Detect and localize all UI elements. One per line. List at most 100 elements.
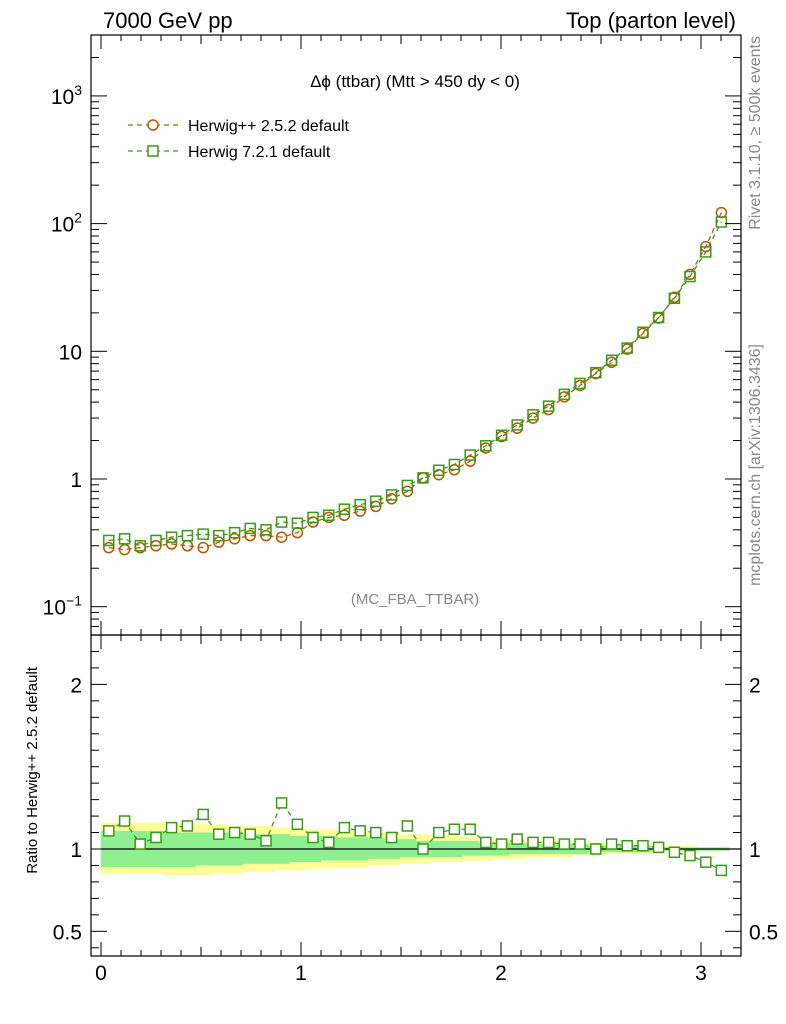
series-1-point — [197, 541, 209, 554]
series-2-point — [715, 216, 728, 228]
series-1-point — [527, 412, 539, 424]
ratio-point — [621, 839, 633, 852]
series-2-point — [574, 377, 586, 390]
ratio-point — [228, 826, 241, 839]
series-2-point — [605, 354, 618, 367]
series-line-2 — [108, 221, 722, 547]
series-2-point — [228, 526, 241, 539]
x-tick-label: 3 — [695, 962, 707, 985]
series-2-point — [103, 534, 115, 547]
series-2-point — [165, 531, 178, 543]
series-1-point — [464, 455, 476, 467]
ratio-point — [323, 836, 335, 849]
y-tick-label: 102 — [51, 210, 82, 237]
ratio-point — [118, 815, 131, 827]
series-2-point — [700, 246, 712, 258]
series-1-point — [260, 529, 272, 542]
ratio-point — [103, 825, 115, 837]
series-1-point — [338, 509, 351, 521]
ratio-point — [715, 864, 728, 877]
series-1-point — [542, 403, 555, 416]
ratio-green-band — [399, 839, 416, 858]
series-2-point — [385, 489, 398, 501]
legend-label: Herwig 7.2.1 default — [188, 144, 331, 161]
series-2-point — [495, 429, 508, 442]
series-1-point — [275, 531, 288, 543]
series-2-point — [558, 388, 571, 401]
series-2-point — [401, 479, 414, 492]
ratio-point — [590, 843, 602, 855]
series-1-point — [213, 536, 225, 548]
ratio-point — [354, 825, 366, 837]
series-2-point — [480, 440, 492, 452]
ratio-plot-frame — [90, 634, 742, 957]
legend: Herwig++ 2.5.2 default Herwig 7.2.1 defau… — [128, 118, 350, 161]
series-2-point — [181, 529, 194, 542]
series-2-point — [354, 498, 366, 511]
ratio-point — [558, 838, 571, 850]
series-2-point — [433, 464, 445, 477]
series-2-point — [260, 524, 272, 536]
series-2-point — [527, 409, 539, 421]
series-2-point — [213, 529, 225, 542]
series-2-point — [275, 516, 288, 528]
ratio-point — [480, 836, 492, 849]
series-2-point — [542, 400, 555, 412]
series-2-point — [684, 270, 696, 283]
ratio-green-band — [462, 840, 479, 856]
ratio-point — [527, 836, 539, 849]
series-2-point — [370, 495, 382, 507]
ratio-y-tick-label-right: 0.5 — [749, 921, 778, 944]
series-2-point — [150, 534, 162, 547]
series-2-point — [637, 326, 649, 338]
x-tick-label: 0 — [95, 962, 107, 985]
y-tick-label: 1 — [70, 469, 82, 492]
series-2-point — [511, 419, 523, 431]
ratio-point — [260, 835, 272, 847]
series-2-point — [448, 458, 461, 471]
ratio-point — [574, 838, 586, 850]
series-1-point — [354, 505, 366, 517]
ratio-point — [652, 841, 665, 854]
series-2-point — [244, 522, 256, 535]
ratio-green-band — [163, 832, 180, 868]
ratio-y-tick-label-right: 2 — [749, 674, 761, 697]
series-1-point — [511, 422, 523, 434]
ratio-y-tick-label-right: 1 — [749, 839, 761, 862]
x-tick-label: 1 — [295, 962, 307, 985]
y-tick-label: 103 — [51, 82, 82, 109]
ratio-point — [542, 836, 555, 849]
ratio-point — [605, 838, 618, 850]
ratio-point — [150, 831, 162, 844]
series-1-point — [228, 533, 241, 545]
series-2-point — [417, 472, 429, 484]
legend-marker — [147, 145, 159, 157]
series-2-point — [134, 540, 146, 552]
series-line-1 — [108, 212, 722, 551]
main-panel: 10−1 1 10 102 103 Δϕ (ttbar) (Mtt > 450 dy <… — [43, 34, 742, 956]
ratio-point — [401, 820, 414, 832]
series-2-point — [118, 533, 131, 545]
ratio-point — [338, 821, 351, 834]
ratio-point — [134, 838, 146, 850]
series-1-point — [103, 541, 115, 554]
ratio-point — [700, 856, 712, 868]
ratio-green-band — [509, 842, 526, 854]
plot-title: Δϕ (ttbar) (Mtt > 450 dy < 0) — [310, 72, 520, 91]
ratio-point — [637, 839, 649, 852]
ratio-point — [275, 797, 288, 809]
ratio-green-band — [179, 832, 196, 868]
analysis-watermark: (MC_FBA_TTBAR) — [351, 591, 479, 608]
series-2-point — [291, 517, 304, 530]
x-tick-label: 2 — [495, 962, 507, 985]
ratio-y-tick-label: 2 — [70, 674, 82, 697]
series-2-point — [590, 366, 602, 379]
series-2-point — [197, 528, 209, 540]
legend-label: Herwig++ 2.5.2 default — [188, 118, 350, 135]
ratio-point — [684, 849, 696, 862]
ratio-point — [370, 826, 382, 839]
ratio-y-axis-label: Ratio to Herwig++ 2.5.2 default — [24, 666, 41, 874]
ratio-point — [385, 831, 398, 844]
series-2-point — [652, 311, 665, 324]
